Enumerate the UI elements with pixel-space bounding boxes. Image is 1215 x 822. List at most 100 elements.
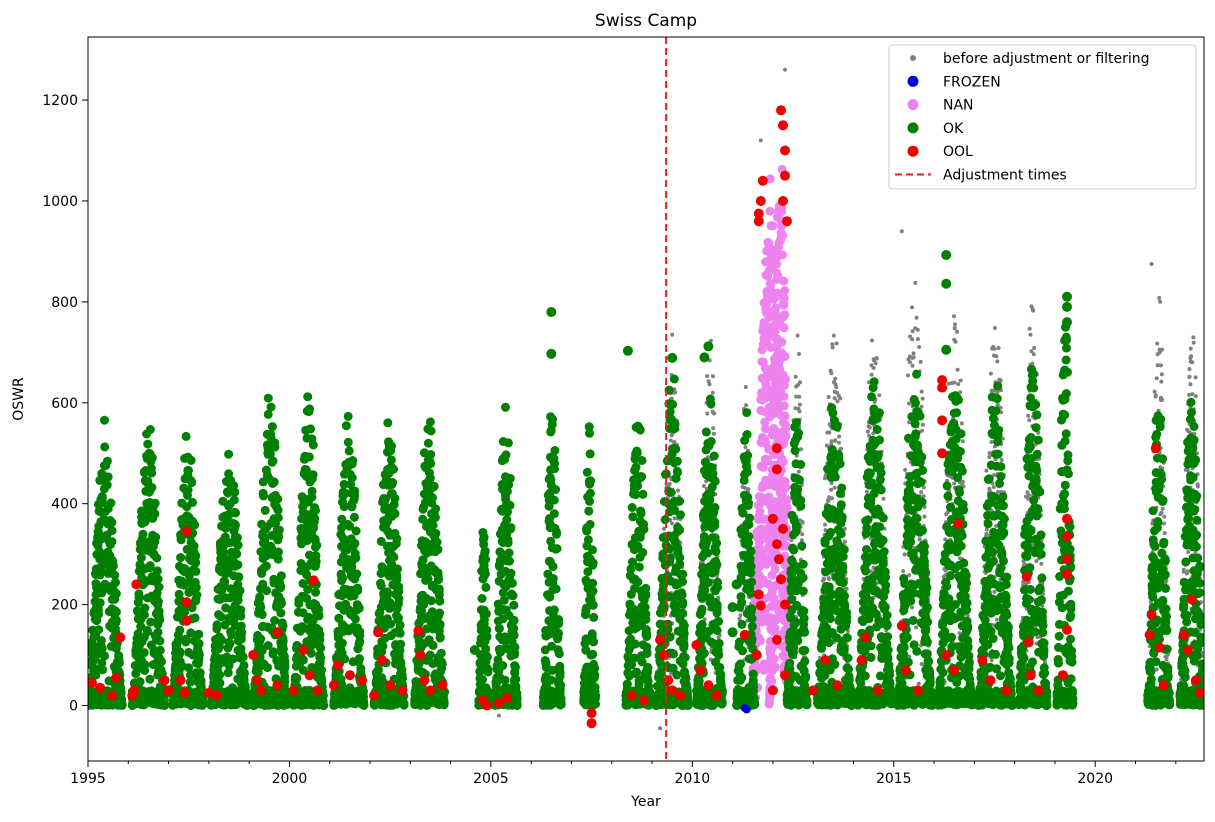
gray-point	[996, 489, 1000, 494]
ok-point	[145, 547, 155, 556]
ok-point	[346, 479, 355, 489]
ok-point	[154, 582, 164, 592]
gray-point	[1187, 374, 1192, 379]
gray-point	[907, 360, 912, 365]
gray-point	[705, 411, 710, 416]
gray-point	[919, 404, 924, 409]
gray-point	[914, 315, 919, 320]
gray-point	[670, 332, 675, 337]
gray-point	[1188, 346, 1193, 351]
gray-point	[836, 393, 841, 398]
gray-point	[794, 394, 799, 399]
gray-point	[953, 339, 958, 344]
ok-point	[274, 592, 284, 601]
gray-point	[1163, 654, 1168, 659]
ok-point	[263, 663, 272, 673]
gray-point	[710, 409, 715, 414]
ok-point	[240, 699, 250, 709]
gray-point	[831, 333, 836, 338]
ok-point	[263, 393, 273, 403]
ok-point	[294, 595, 304, 605]
gray-point	[1035, 635, 1040, 640]
chart-title: Swiss Camp	[595, 11, 697, 31]
gray-point	[797, 518, 802, 523]
ok-point	[176, 535, 186, 545]
ok-point	[235, 667, 245, 677]
gray-point	[901, 569, 906, 574]
nan-point	[757, 433, 767, 442]
gray-point	[799, 447, 803, 452]
ok-point	[271, 518, 280, 528]
ok-point	[298, 608, 308, 618]
ok-point	[311, 587, 321, 597]
gray-point	[910, 305, 915, 310]
ok-point	[145, 501, 155, 511]
ok-point	[186, 628, 196, 638]
ok-point	[341, 421, 351, 431]
gray-point	[836, 440, 841, 445]
gray-point	[1029, 349, 1034, 354]
gray-point	[1027, 418, 1032, 423]
ok-point	[267, 544, 277, 554]
gray-point	[946, 381, 951, 386]
nan-point	[782, 502, 792, 512]
gray-point	[832, 389, 837, 394]
gray-point	[832, 396, 837, 401]
gray-point	[823, 522, 827, 527]
ok-point	[136, 553, 146, 563]
ok-point	[263, 696, 273, 706]
nan-point	[767, 666, 777, 676]
gray-point	[1160, 347, 1164, 352]
gray-point	[783, 67, 787, 72]
gray-point	[1195, 482, 1200, 487]
nan-point	[771, 364, 780, 374]
ok-point	[221, 603, 231, 613]
gray-point	[1160, 506, 1165, 511]
ok-point	[271, 502, 281, 512]
gray-point	[842, 539, 847, 544]
ok-point	[212, 620, 222, 630]
gray-point	[995, 390, 1000, 395]
gray-point	[1030, 306, 1035, 311]
ok-point	[216, 547, 226, 557]
ok-point	[92, 616, 102, 626]
gray-point	[758, 138, 763, 143]
gray-point	[910, 363, 915, 368]
gray-point	[958, 378, 963, 383]
gray-point	[834, 341, 839, 346]
gray-point	[1149, 262, 1154, 266]
nan-point	[765, 694, 774, 704]
ok-point	[145, 511, 155, 521]
gray-point	[955, 367, 960, 372]
gray-point	[1184, 571, 1189, 576]
gray-point	[1183, 467, 1188, 472]
gray-point	[915, 337, 920, 342]
ok-point	[101, 460, 111, 470]
gray-point	[960, 439, 965, 444]
ok-point	[96, 553, 105, 563]
gray-point	[871, 357, 876, 362]
ok-point	[302, 406, 312, 416]
gray-point	[1025, 490, 1030, 495]
ok-point	[107, 518, 117, 527]
ok-point	[233, 636, 243, 646]
ok-point	[90, 597, 100, 607]
ok-point	[260, 533, 270, 543]
gray-point	[1154, 376, 1159, 381]
gray-point	[1154, 667, 1159, 672]
gray-point	[952, 481, 957, 486]
gray-point	[914, 625, 919, 630]
ok-point	[348, 657, 358, 667]
nan-point	[757, 483, 767, 493]
ok-point	[261, 524, 270, 534]
gray-point	[1190, 392, 1195, 397]
nan-point	[766, 279, 776, 289]
gray-point	[919, 389, 924, 394]
gray-point	[1159, 372, 1164, 377]
ok-point	[178, 565, 187, 575]
ok-point	[346, 591, 355, 601]
gray-point	[910, 337, 915, 342]
ok-point	[336, 529, 346, 539]
ok-point	[176, 553, 186, 563]
